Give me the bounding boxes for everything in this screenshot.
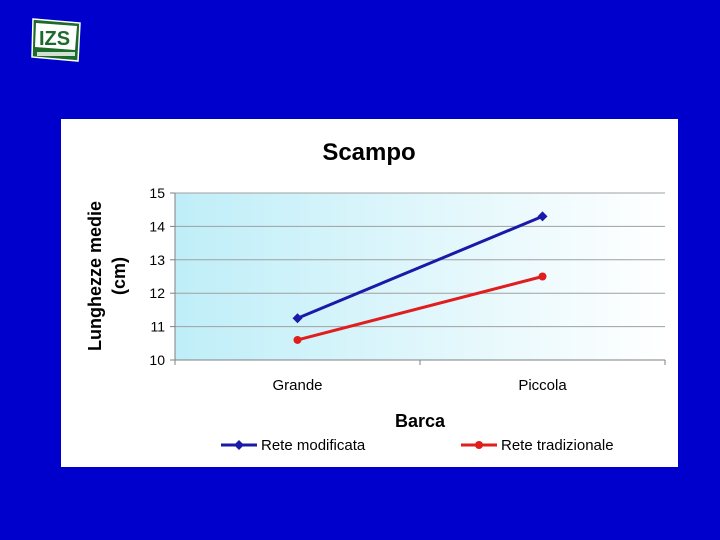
- y-axis-label-line: (cm): [109, 257, 129, 295]
- legend: Rete modificata Rete tradizionale: [221, 437, 614, 454]
- series-line: [296, 214, 544, 320]
- chart-title: Scampo: [322, 139, 415, 166]
- y-tick-label: 14: [149, 218, 165, 234]
- y-tick-label: 11: [150, 319, 165, 335]
- series-line: [297, 275, 543, 342]
- y-axis-label: Lunghezze medie (cm): [85, 201, 129, 351]
- series-lines: [292, 211, 548, 344]
- x-tick-label: Grande: [272, 377, 322, 394]
- logo-text: IZS: [39, 28, 70, 50]
- axes: [170, 192, 666, 365]
- plot-area: [175, 193, 665, 360]
- y-axis-label-line: Lunghezze medie: [85, 201, 105, 351]
- x-tick-label: Piccola: [518, 377, 567, 394]
- legend-label: Rete tradizionale: [501, 437, 614, 454]
- data-point-circle: [475, 441, 483, 449]
- chart-panel: Scampo 10 11 12 13 14 15 Grande Piccola Lunghe…: [61, 119, 678, 467]
- logo: IZS: [30, 17, 84, 65]
- data-point-diamond: [234, 440, 244, 450]
- y-tick-label: 10: [149, 352, 165, 368]
- data-point-circle: [538, 272, 547, 281]
- y-tick-label: 15: [149, 185, 165, 201]
- x-axis-label: Barca: [395, 411, 446, 431]
- y-tick-labels: 10 11 12 13 14 15: [149, 185, 165, 368]
- data-point-circle: [293, 335, 302, 344]
- data-point-diamond: [292, 313, 303, 324]
- y-tick-label: 12: [149, 285, 165, 301]
- line-chart: Scampo 10 11 12 13 14 15 Grande Piccola Lunghe…: [85, 139, 666, 454]
- data-point-diamond: [537, 211, 548, 222]
- x-tick-labels: Grande Piccola: [272, 377, 567, 394]
- y-tick-label: 13: [149, 252, 165, 268]
- legend-label: Rete modificata: [261, 437, 366, 454]
